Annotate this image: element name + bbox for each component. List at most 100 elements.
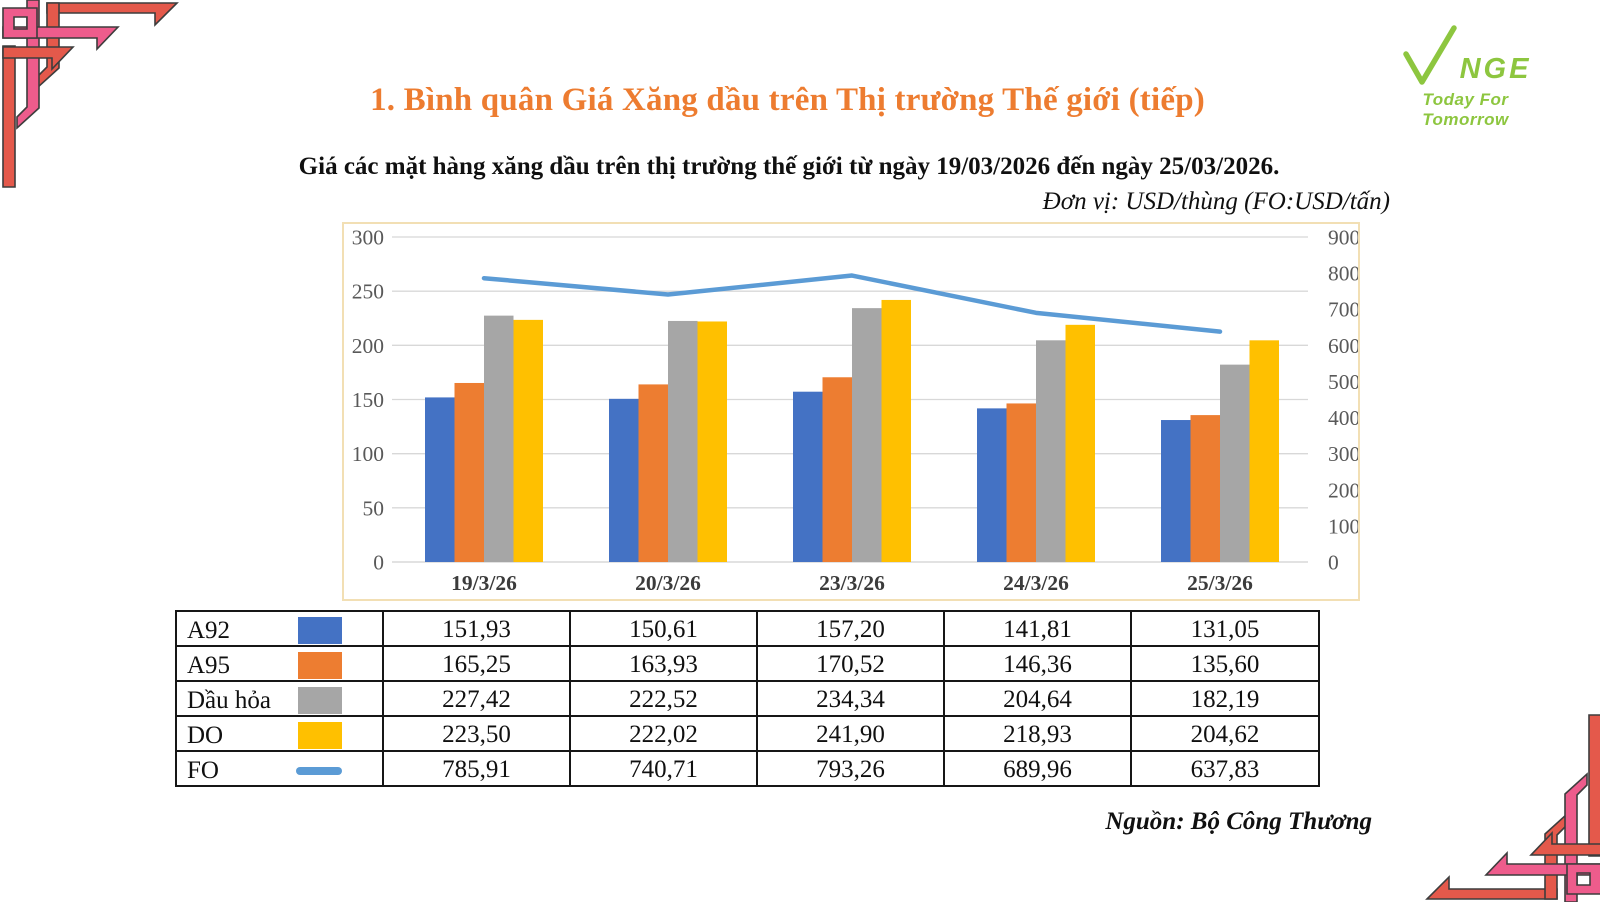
left-axis-tick-label: 50 — [363, 496, 385, 520]
bar-A95 — [1190, 415, 1220, 562]
category-label: 23/3/26 — [819, 571, 885, 595]
left-axis-tick-label: 250 — [352, 280, 384, 304]
page-title: 1. Bình quân Giá Xăng dầu trên Thị trườn… — [370, 82, 1205, 118]
value-cell: 637,83 — [1130, 750, 1320, 787]
series-label: Dầu hỏa — [187, 686, 271, 714]
series-label-cell: Dầu hỏa — [175, 680, 384, 717]
series-label-cell: A92 — [175, 610, 384, 647]
value-cell: 793,26 — [756, 750, 945, 787]
bar-Dầu hỏa — [668, 320, 698, 562]
value-cell: 163,93 — [569, 645, 758, 682]
bar-DO — [513, 319, 543, 562]
category-label: 20/3/26 — [635, 571, 701, 595]
logo: NGE Today For Tomorrow — [1378, 22, 1553, 130]
legend-swatch-bar — [298, 722, 342, 749]
value-cell: 146,36 — [943, 645, 1132, 682]
series-label-cell: DO — [175, 715, 384, 752]
bar-A92 — [1161, 420, 1191, 562]
right-axis-tick-label: 700 — [1328, 298, 1358, 322]
value-cell: 218,93 — [943, 715, 1132, 752]
bar-A95 — [638, 384, 668, 562]
value-cell: 157,20 — [756, 610, 945, 647]
bar-Dầu hỏa — [852, 308, 882, 562]
unit-note: Đơn vị: USD/thùng (FO:USD/tấn) — [1042, 188, 1390, 215]
bar-A92 — [793, 391, 823, 562]
legend-swatch-bar — [298, 617, 342, 644]
bar-DO — [881, 299, 911, 562]
bar-A95 — [1006, 403, 1036, 562]
left-axis-tick-label: 100 — [352, 442, 384, 466]
right-axis-tick-label: 200 — [1328, 478, 1358, 502]
combo-chart-svg: 3002502001501005009008007006005004003002… — [352, 226, 1358, 596]
right-axis-tick-label: 0 — [1328, 551, 1339, 575]
value-cell: 182,19 — [1130, 680, 1320, 717]
left-axis-tick-label: 300 — [352, 226, 384, 250]
bar-DO — [1065, 324, 1095, 562]
bar-DO — [697, 321, 727, 562]
value-cell: 204,64 — [943, 680, 1132, 717]
logo-text: NGE — [1459, 53, 1532, 85]
corner-ornament-bottom-right — [1424, 712, 1600, 902]
logo-tagline: Today For Tomorrow — [1422, 90, 1509, 129]
value-cell: 222,52 — [569, 680, 758, 717]
logo-brand: NGE — [1378, 22, 1553, 86]
bar-A92 — [609, 398, 639, 562]
series-label-cell: FO — [175, 750, 384, 787]
table-row: DO 223,50 222,02 241,90 218,93 204,62 — [175, 715, 1320, 752]
bar-Dầu hỏa — [1036, 340, 1066, 562]
bar-A95 — [454, 382, 484, 562]
legend-swatch-bar — [298, 687, 342, 714]
left-axis-tick-label: 0 — [373, 551, 384, 575]
source-note: Nguồn: Bộ Công Thương — [1105, 808, 1372, 835]
series-label: DO — [187, 721, 224, 749]
value-cell: 150,61 — [569, 610, 758, 647]
value-cell: 222,02 — [569, 715, 758, 752]
bar-A92 — [977, 408, 1007, 562]
series-label-cell: A95 — [175, 645, 384, 682]
value-cell: 170,52 — [756, 645, 945, 682]
bar-Dầu hỏa — [1220, 364, 1250, 562]
right-axis-tick-label: 500 — [1328, 370, 1358, 394]
right-axis-tick-label: 300 — [1328, 442, 1358, 466]
value-cell: 689,96 — [943, 750, 1132, 787]
value-cell: 227,42 — [382, 680, 571, 717]
value-cell: 785,91 — [382, 750, 571, 787]
right-axis-tick-label: 400 — [1328, 406, 1358, 430]
right-axis-tick-label: 800 — [1328, 262, 1358, 286]
table-row: A95 165,25 163,93 170,52 146,36 135,60 — [175, 645, 1320, 682]
value-cell: 135,60 — [1130, 645, 1320, 682]
right-axis-tick-label: 600 — [1328, 334, 1358, 358]
value-cell: 151,93 — [382, 610, 571, 647]
table-row: Dầu hỏa 227,42 222,52 234,34 204,64 182,19 — [175, 680, 1320, 717]
value-cell: 223,50 — [382, 715, 571, 752]
left-axis-tick-label: 200 — [352, 334, 384, 358]
legend-swatch-line — [296, 766, 342, 775]
value-cell: 204,62 — [1130, 715, 1320, 752]
bar-Dầu hỏa — [484, 315, 514, 562]
value-cell: 131,05 — [1130, 610, 1320, 647]
left-axis-tick-label: 150 — [352, 388, 384, 412]
bar-DO — [1249, 340, 1279, 562]
logo-checkmark-v-icon — [1402, 25, 1457, 85]
value-cell: 241,90 — [756, 715, 945, 752]
series-label: A95 — [187, 651, 231, 679]
combo-chart: 300 250 200 150 100 50 0 900 800 700 600 500 400 300 2… — [342, 222, 1360, 601]
legend-swatch-bar — [298, 652, 342, 679]
table-row: A92 151,93 150,61 157,20 141,81 131,05 — [175, 610, 1320, 647]
value-cell: 141,81 — [943, 610, 1132, 647]
table-row: FO 785,91 740,71 793,26 689,96 637,83 — [175, 750, 1320, 787]
bar-A95 — [822, 377, 852, 562]
category-label: 24/3/26 — [1003, 571, 1069, 595]
value-cell: 165,25 — [382, 645, 571, 682]
data-table: A92 151,93 150,61 157,20 141,81 131,05 A95 165,… — [175, 610, 1320, 787]
right-axis-tick-label: 100 — [1328, 514, 1358, 538]
line-FO — [481, 273, 1223, 334]
chart-subtitle: Giá các mặt hàng xăng dầu trên thị trườn… — [298, 153, 1280, 180]
category-label: 25/3/26 — [1187, 571, 1253, 595]
series-label: A92 — [187, 616, 231, 644]
value-cell: 234,34 — [756, 680, 945, 717]
category-label: 19/3/26 — [451, 571, 517, 595]
bar-A92 — [425, 397, 455, 562]
value-cell: 740,71 — [569, 750, 758, 787]
